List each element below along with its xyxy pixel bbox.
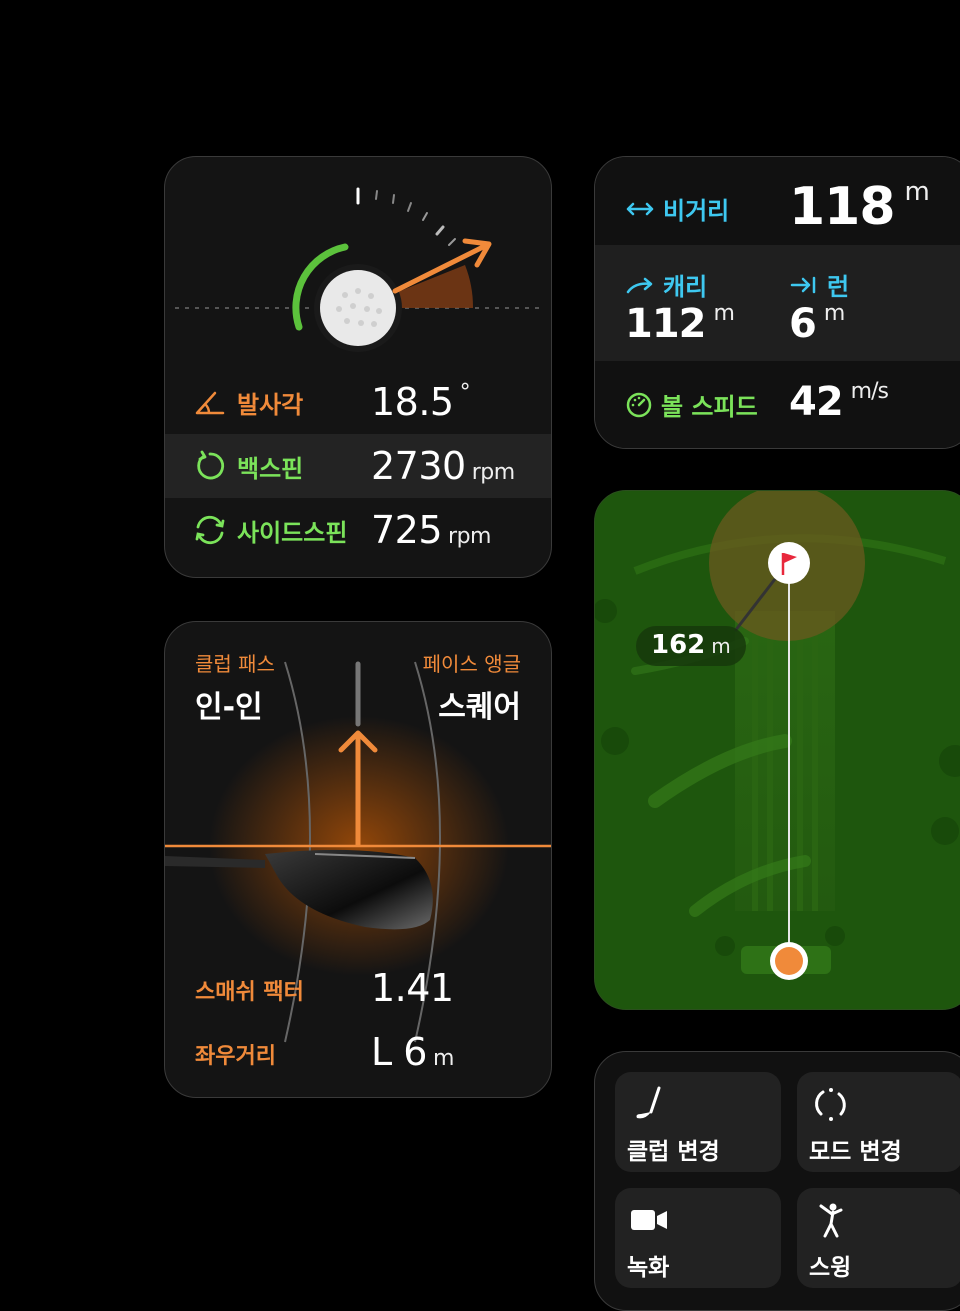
ball-speed-label: 볼 스피드 [625, 387, 758, 422]
ball-speed-value: 42 m/s [789, 379, 889, 425]
record-label: 녹화 [627, 1255, 670, 1281]
swing-label: 스윙 [809, 1255, 852, 1281]
run-arrow-icon [790, 276, 816, 293]
launch-angle-value: 18.5 ° [371, 380, 471, 424]
sidespin-label: 사이드스핀 [237, 518, 348, 547]
face-angle-value: 스퀘어 [438, 690, 521, 725]
backspin-icon [197, 450, 225, 480]
change-club-button[interactable]: 클럽 변경 [615, 1072, 781, 1172]
backspin-label: 백스핀 [237, 454, 304, 483]
course-map-card: 162 m [594, 490, 960, 1010]
face-angle-label: 페이스 앵글 [422, 652, 521, 676]
smash-factor-value: 1.41 [371, 966, 454, 1010]
total-distance-row: 비거리 118 m [595, 157, 960, 245]
sidespin-value: 725 rpm [371, 508, 491, 552]
swing-button[interactable]: 스윙 [797, 1188, 960, 1288]
record-button[interactable]: 녹화 [615, 1188, 781, 1288]
lateral-distance-label: 좌우거리 [195, 1044, 276, 1069]
angle-icon [195, 391, 225, 415]
club-path-value: 인-인 [195, 690, 263, 725]
swing-icon [819, 1203, 843, 1238]
smash-factor-label: 스매쉬 팩터 [195, 980, 304, 1005]
mode-icon [815, 1088, 846, 1121]
club-card: 클럽 패스 인-인 페이스 앵글 스퀘어 스매쉬 팩터 1.41 좌우거리 L … [164, 621, 552, 1098]
launch-angle-label: 발사각 [237, 390, 304, 419]
distance-to-pin-label: 162 m [651, 630, 731, 660]
change-mode-label: 모드 변경 [809, 1139, 902, 1165]
backspin-value: 2730 rpm [371, 444, 515, 488]
club-path-label: 클럽 패스 [195, 652, 275, 676]
change-club-label: 클럽 변경 [627, 1139, 720, 1165]
sidespin-row: 사이드스핀 725 rpm [165, 498, 551, 562]
video-icon [631, 1210, 667, 1230]
double-arrow-icon [626, 202, 654, 215]
club-icon [636, 1086, 661, 1119]
club-face-graphic [165, 661, 551, 1043]
speedometer-icon [626, 392, 652, 417]
carry-arrow-icon [626, 277, 653, 293]
launch-angle-row: 발사각 18.5 ° [165, 370, 551, 434]
backspin-row: 백스핀 2730 rpm [165, 434, 551, 498]
change-mode-button[interactable]: 모드 변경 [797, 1072, 960, 1172]
total-distance-label: 비거리 [625, 191, 729, 226]
total-distance-value: 118 m [789, 177, 930, 237]
carry-value: 112 m [625, 301, 735, 347]
run-label: 런 [789, 267, 849, 302]
launch-card: 발사각 18.5 ° 백스핀 2730 rpm 사이드스핀 725 rpm [164, 156, 552, 578]
course-map [595, 491, 960, 1009]
sidespin-icon [195, 515, 225, 545]
actions-card: 클럽 변경 모드 변경 녹화 스윙 [594, 1051, 960, 1311]
ball-speed-row: 볼 스피드 42 m/s [595, 361, 960, 448]
launch-angle-graphic [175, 187, 545, 352]
carry-label: 캐리 [625, 267, 707, 302]
